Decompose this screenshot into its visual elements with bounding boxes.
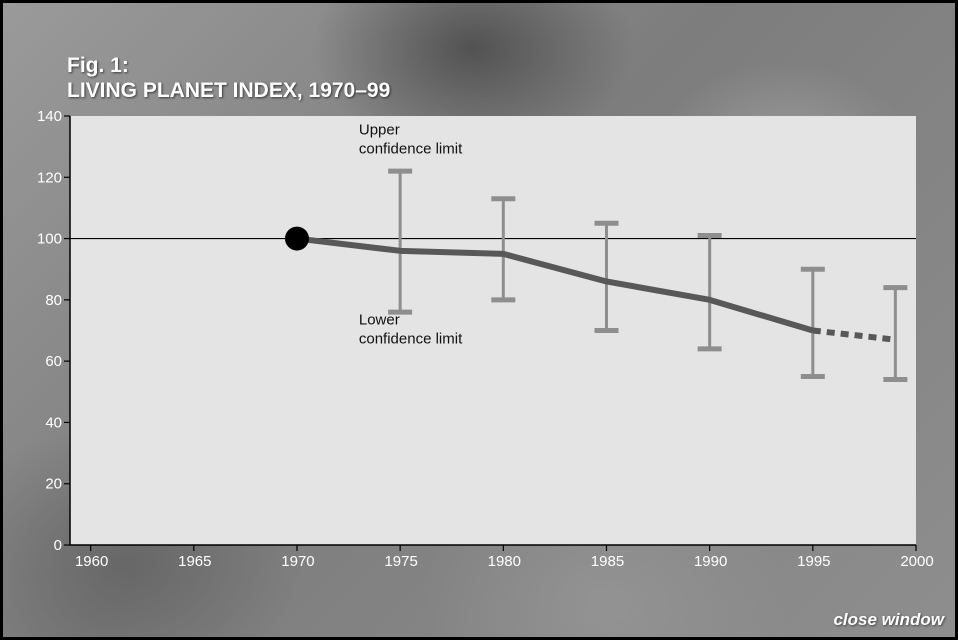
x-tick-label: 1975: [384, 553, 417, 570]
start-marker-group: [284, 226, 309, 251]
start-point-marker: [284, 226, 309, 251]
index-line: [296, 235, 814, 334]
annotation-line: confidence limit: [359, 330, 463, 347]
figure-title-line: LIVING PLANET INDEX, 1970–99: [67, 78, 390, 103]
annotation-label: Lower confidence limit: [359, 311, 463, 347]
x-tick-label: 1980: [488, 553, 521, 570]
x-tick-label: 1995: [797, 553, 830, 570]
figure-title: Fig. 1: LIVING PLANET INDEX, 1970–99: [67, 53, 390, 103]
x-tick-label: 1990: [694, 553, 727, 570]
error-bar: [697, 233, 722, 352]
x-tick-label: 2000: [900, 553, 933, 570]
y-tick-label: 80: [45, 292, 62, 309]
annotation-line: Lower: [359, 311, 400, 328]
error-bar: [800, 266, 825, 379]
error-bar: [594, 220, 619, 333]
error-bar: [388, 168, 413, 315]
annotation-line: Upper: [359, 121, 400, 138]
y-tick-label: 20: [45, 476, 62, 493]
annotation-line: confidence limit: [359, 140, 463, 157]
x-tick-label: 1965: [178, 553, 211, 570]
y-tick-label: 60: [45, 353, 62, 370]
y-tick-label: 100: [37, 231, 62, 248]
close-window-link[interactable]: close window: [833, 610, 944, 629]
error-bar: [491, 196, 516, 303]
error-bar: [883, 285, 908, 383]
y-tick-label: 140: [37, 108, 62, 125]
figure-number: Fig. 1:: [67, 54, 129, 77]
x-tick-label: 1970: [281, 553, 314, 570]
x-tick-label: 1985: [591, 553, 624, 570]
annotation-label: Upper confidence limit: [359, 121, 463, 157]
figure-title-years: 1970–99: [302, 79, 391, 102]
series-group: [296, 235, 896, 343]
axes: 0 20 40 60 80 100 120 140 1960 1965 1970 1975 1980 19…: [37, 108, 934, 570]
error-bars: [388, 168, 908, 383]
y-tick-label: 40: [45, 414, 62, 431]
plot-area: [70, 116, 916, 545]
annotations: Upper confidence limit Lower confidence lim…: [359, 121, 463, 347]
figure-title-bold: LIVING PLANET INDEX,: [67, 79, 303, 102]
x-tick-label: 1960: [75, 553, 108, 570]
y-tick-label: 0: [54, 537, 62, 554]
y-tick-label: 120: [37, 169, 62, 186]
